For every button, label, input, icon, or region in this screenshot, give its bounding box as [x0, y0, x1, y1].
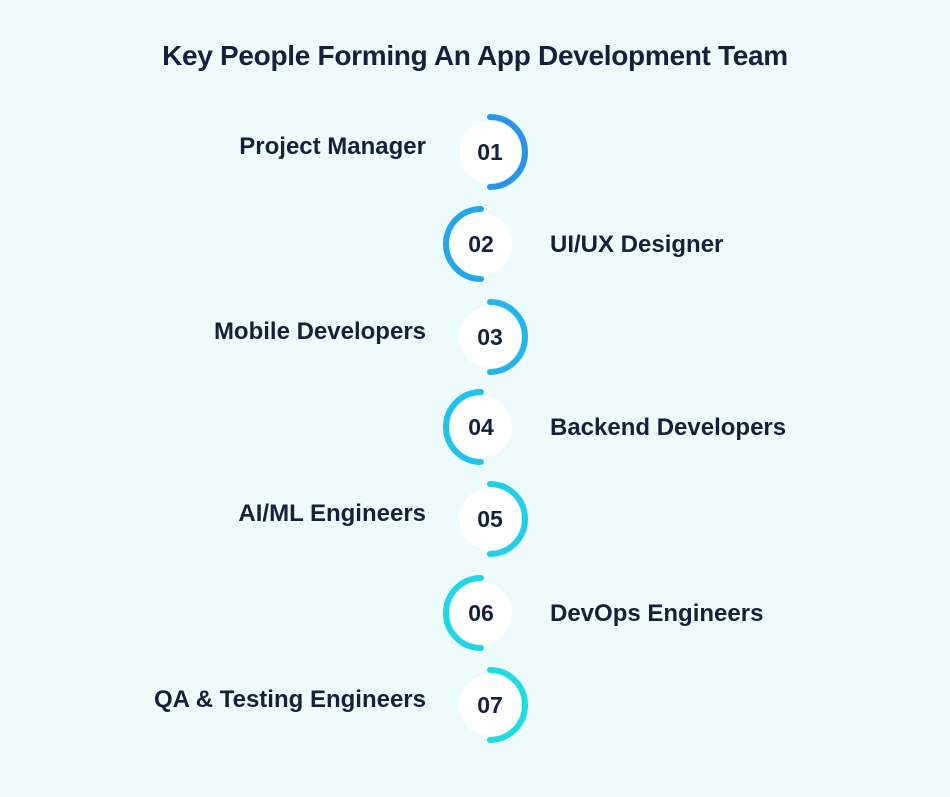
step-label: DevOps Engineers: [550, 600, 764, 627]
step-badge: 07: [450, 665, 530, 745]
step-ring: [443, 206, 512, 282]
step-number: 07: [477, 692, 503, 718]
step-item-06: 06 DevOps Engineers: [0, 573, 950, 653]
step-arc: [487, 481, 528, 557]
step-item-05: 05 AI/ML Engineers: [0, 479, 950, 559]
step-badge: 05: [450, 479, 530, 559]
step-circle: [459, 488, 521, 550]
step-ring: [459, 667, 528, 743]
step-badge: 04: [441, 387, 521, 467]
step-label: QA & Testing Engineers: [153, 686, 426, 713]
step-number: 06: [468, 600, 494, 626]
step-badge: 02: [441, 204, 521, 284]
step-label: Mobile Developers: [213, 318, 426, 345]
step-arc: [443, 389, 484, 465]
step-label: Backend Developers: [550, 414, 787, 441]
step-badge: 01: [450, 112, 530, 192]
step-badge: 03: [450, 297, 530, 377]
step-arc: [487, 114, 528, 190]
step-item-04: 04 Backend Developers: [0, 387, 950, 467]
step-circle: [459, 306, 521, 368]
step-number: 05: [477, 506, 503, 532]
step-badge: 06: [441, 573, 521, 653]
step-circle: [459, 121, 521, 183]
step-circle: [459, 674, 521, 736]
step-label: UI/UX Designer: [550, 231, 724, 258]
step-item-01: 01 Project Manager: [0, 112, 950, 192]
step-ring: [459, 481, 528, 557]
step-item-07: 07 QA & Testing Engineers: [0, 665, 950, 745]
page-title: Key People Forming An App Development Te…: [162, 40, 788, 71]
step-number: 01: [477, 139, 503, 165]
step-arc: [443, 206, 484, 282]
step-item-02: 02 UI/UX Designer: [0, 204, 950, 284]
step-circle: [450, 213, 512, 275]
step-number: 03: [477, 324, 503, 350]
step-number: 02: [468, 231, 494, 257]
step-item-03: 03 Mobile Developers: [0, 297, 950, 377]
step-number: 04: [468, 414, 494, 440]
step-label: AI/ML Engineers: [238, 500, 426, 527]
step-circle: [450, 396, 512, 458]
step-label: Project Manager: [239, 133, 426, 160]
step-arc: [443, 575, 484, 651]
step-ring: [459, 299, 528, 375]
step-circle: [450, 582, 512, 644]
step-arc: [487, 667, 528, 743]
step-ring: [443, 389, 512, 465]
step-arc: [487, 299, 528, 375]
step-ring: [459, 114, 528, 190]
step-ring: [443, 575, 512, 651]
